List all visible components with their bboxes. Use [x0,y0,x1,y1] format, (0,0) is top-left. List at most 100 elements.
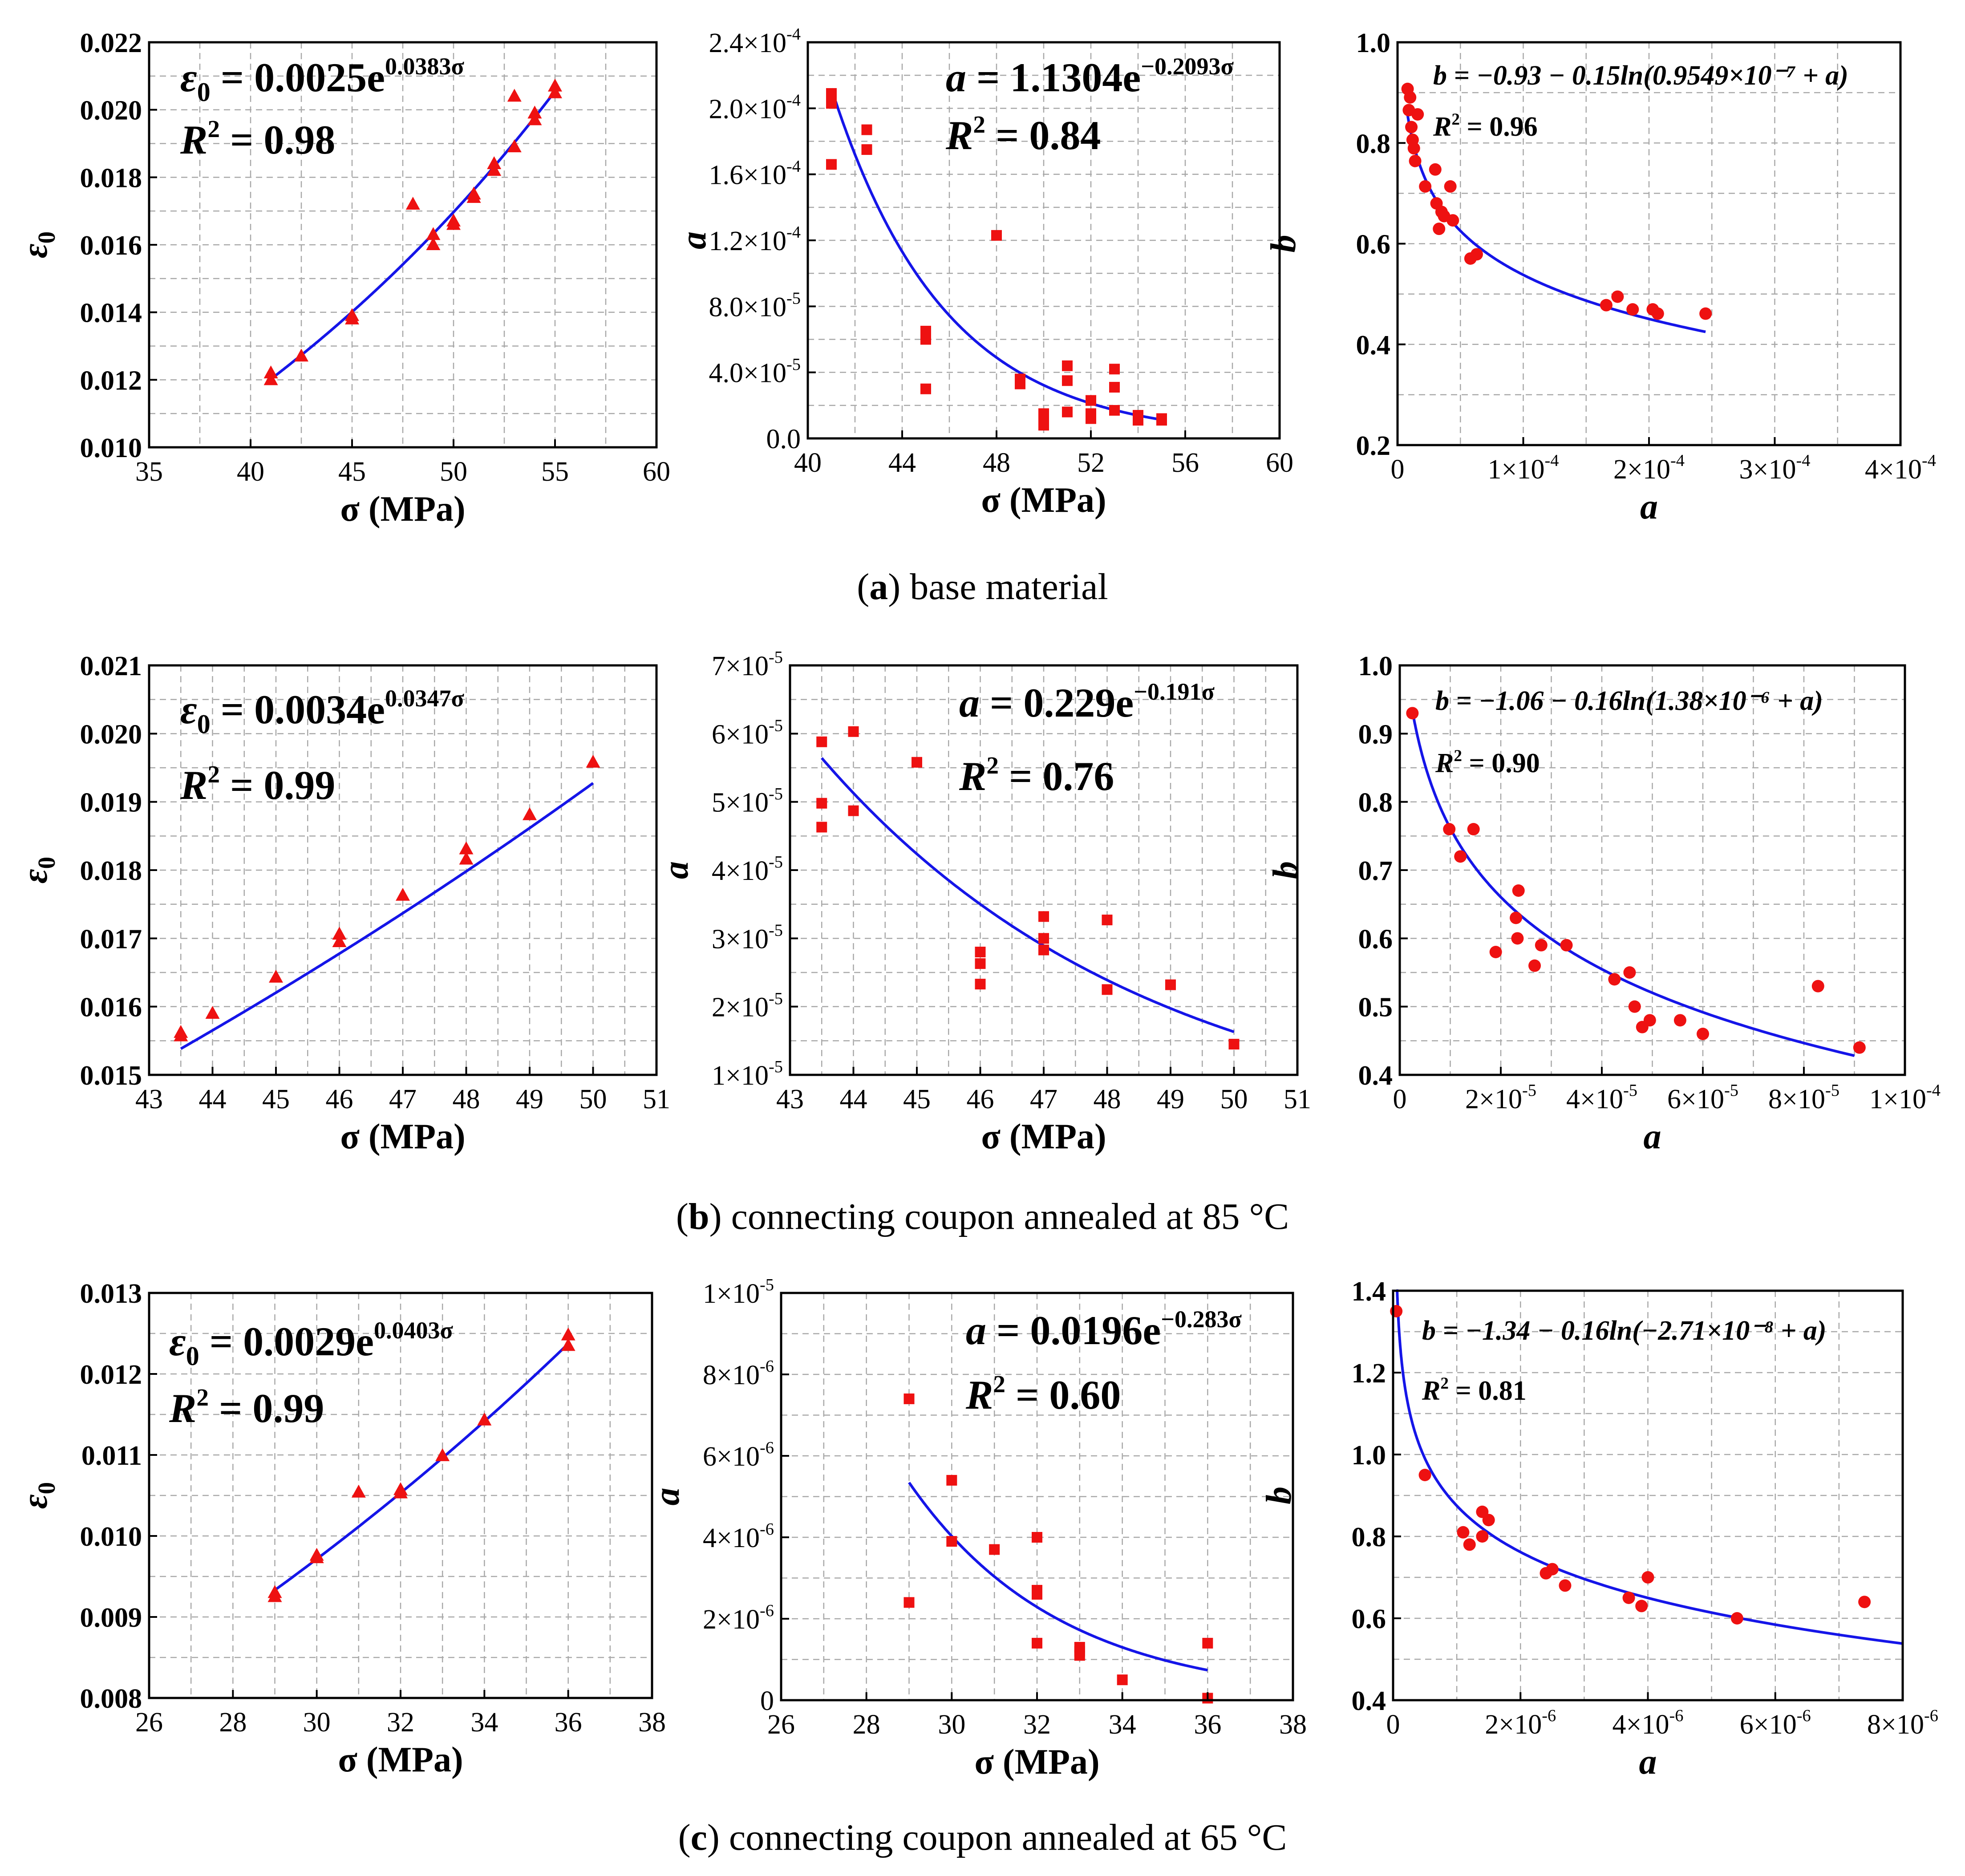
y-axis-title: b [1260,1487,1299,1504]
data-point [989,1544,1000,1555]
data-point [1623,966,1636,979]
data-point [903,1597,915,1608]
data-point [1600,299,1613,312]
fit-curve [830,88,1162,421]
data-point [1651,307,1664,320]
data-point [586,754,600,768]
y-tick-label: 1.0 [1356,28,1391,58]
data-point [1409,154,1422,167]
data-point [1032,1589,1042,1600]
y-axis-title: b [1266,861,1305,879]
caption-a-letter: a [869,566,888,608]
x-tick-label: 32 [387,1707,414,1738]
y-tick-label: 0.6 [1356,230,1391,260]
data-point [1228,1039,1240,1049]
data-point [269,969,283,983]
data-point [816,798,827,809]
r-squared: R2 = 0.76 [959,752,1114,799]
data-point [1512,884,1525,897]
y-tick-label: 2×10-6 [703,1601,774,1635]
data-point [548,85,562,98]
x-tick-label: 3×10-4 [1739,451,1811,485]
y-tick-label: 1.0 [1358,651,1393,681]
y-tick-label: 0.019 [80,788,142,818]
data-point [848,726,859,737]
x-tick-label: 46 [967,1084,994,1114]
data-point [1622,1592,1635,1604]
data-point [548,78,562,92]
y-tick-label: 3×10-5 [712,921,783,954]
x-tick-label: 0 [1386,1710,1400,1740]
x-tick-label: 26 [767,1710,795,1740]
data-point [1489,946,1502,958]
x-axis-title: a [1639,1742,1657,1782]
data-point [1109,382,1120,393]
y-axis-title: a [656,861,696,879]
data-point [1062,406,1073,417]
caption-c: (c) connecting coupon annealed at 65 °C [678,1817,1287,1858]
data-point [1086,395,1096,406]
data-point [294,348,308,362]
y-tick-label: 4×10-6 [703,1520,774,1553]
data-point [1673,1014,1686,1027]
data-point [1407,142,1420,155]
data-point [1811,980,1824,993]
y-tick-label: 6×10-5 [712,716,783,750]
data-point [1444,180,1457,193]
data-point [1454,850,1467,863]
data-point [975,979,986,990]
data-point [309,1548,324,1561]
y-tick-label: 0.018 [80,163,142,193]
y-tick-label: 0.5 [1358,993,1393,1023]
data-point [459,841,474,855]
fit-equation: b = −1.34 − 0.16ln(−2.71×10⁻⁸ + a) [1422,1316,1826,1346]
x-tick-label: 40 [237,457,264,487]
x-tick-label: 60 [1266,448,1293,478]
y-tick-label: 2.4×10-4 [709,25,801,58]
y-tick-label: 1.4 [1352,1276,1386,1307]
fit-curve [274,1342,569,1592]
data-point [861,124,872,135]
x-tick-label: 38 [1279,1710,1307,1740]
x-axis-title: σ (MPa) [974,1742,1099,1782]
data-point [1202,1637,1213,1649]
fit-equation: a = 0.0196e−0.283σ [966,1306,1242,1353]
data-point [487,156,502,169]
data-point [459,851,474,865]
data-point [396,887,410,901]
data-point [1446,214,1459,227]
data-point [1635,1600,1648,1613]
fit-equation: b = −1.06 − 0.16ln(1.38×10⁻⁶ + a) [1435,686,1823,716]
x-tick-label: 50 [440,457,467,487]
data-point [1560,939,1573,952]
caption-c-letter: c [690,1817,707,1858]
data-point [332,934,347,947]
x-tick-label: 4×10-4 [1865,451,1936,485]
x-tick-label: 44 [888,448,916,478]
x-tick-label: 45 [262,1084,290,1114]
r-squared: R2 = 0.84 [945,111,1101,158]
data-point [1032,1532,1042,1543]
chart-a3: 0 1×10-4 2×10-4 3×10-4 4×10-4 0.2 0.4 0.6 0.8 1.0… [1264,28,1936,527]
data-point [826,88,837,99]
data-point [826,159,837,170]
y-tick-label: 2×10-5 [712,989,783,1023]
chart-c1: 26 28 30 32 34 36 38 0.008 0.009 0.010 0.011 0.012 0… [16,1279,666,1779]
y-tick-label: 0.011 [81,1441,142,1471]
fit-equation: a = 0.229e−0.191σ [959,678,1215,725]
x-tick-label: 4×10-5 [1566,1081,1637,1114]
x-tick-label: 45 [338,457,366,487]
data-point [1697,1028,1709,1040]
y-tick-label: 2.0×10-4 [709,91,801,124]
data-point [174,1025,188,1038]
y-tick-label: 1×10-5 [712,1058,783,1091]
x-tick-label: 8×10-5 [1768,1081,1839,1114]
x-tick-label: 28 [219,1707,247,1738]
x-tick-label: 6×10-6 [1740,1706,1811,1740]
fit-curve [270,90,556,381]
x-tick-label: 2×10-5 [1465,1081,1536,1114]
y-tick-label: 0.8 [1352,1522,1386,1552]
fit-curve [1396,1289,1903,1645]
r-squared: R2 = 0.99 [180,761,335,808]
